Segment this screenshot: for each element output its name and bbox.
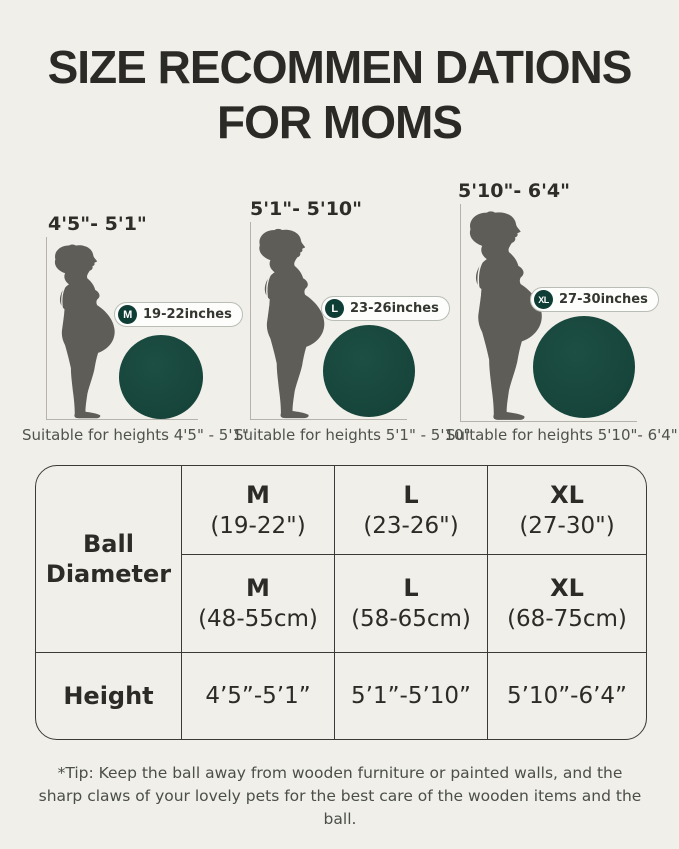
table-header-height: Height	[36, 653, 182, 739]
table-cell-m-cm: M (48-55cm)	[182, 555, 335, 653]
pregnant-woman-silhouette	[258, 228, 325, 419]
table-cell-height-l: 5’1”-5’10”	[335, 653, 488, 739]
height-range-label: 4'5"- 5'1"	[48, 213, 147, 235]
diameter-range: 19-22inches	[143, 307, 232, 322]
suitable-heights-caption: Suitable for heights 5'10"- 6'4"	[446, 426, 678, 444]
table-cell-height-m: 4’5”-5’1”	[182, 653, 335, 739]
ruler-line	[46, 237, 198, 420]
size-badge-xl: XL 27-30inches	[530, 287, 659, 312]
table-cell-xl-cm: XL (68-75cm)	[488, 555, 646, 653]
pregnant-woman-silhouette	[54, 243, 116, 419]
ruler-line	[250, 222, 407, 420]
table-cell-height-xl: 5’10”-6’4”	[507, 683, 627, 709]
pregnant-woman-silhouette	[469, 210, 543, 421]
page-title-line1: SIZE RECOMMEN DATIONS	[47, 41, 633, 93]
size-letter-icon: L	[325, 299, 344, 318]
exercise-ball-m	[119, 335, 203, 419]
suitable-heights-caption: Suitable for heights 4'5" - 5'1"	[22, 426, 249, 444]
size-badge-m: M 19-22inches	[114, 302, 243, 327]
exercise-ball-l	[323, 325, 415, 417]
diameter-range: 23-26inches	[350, 301, 439, 316]
table-cell-l-inches: L (23-26")	[335, 466, 488, 555]
exercise-ball-xl	[533, 316, 635, 418]
diameter-range: 27-30inches	[559, 292, 648, 307]
table-header-ball-diameter: Ball Diameter	[36, 466, 182, 653]
table-cell-xl-inches: XL (27-30")	[488, 466, 646, 555]
height-range-label: 5'10"- 6'4"	[458, 180, 571, 202]
size-letter-icon: M	[118, 305, 137, 324]
table-cell-m-inches: M (19-22")	[182, 466, 335, 555]
size-letter-icon: XL	[534, 290, 553, 309]
ruler-line	[460, 204, 637, 422]
suitable-heights-caption: Suitable for heights 5'1" - 5'10"	[234, 426, 471, 444]
size-badge-l: L 23-26inches	[321, 296, 450, 321]
table-cell-l-cm: L (58-65cm)	[335, 555, 488, 653]
size-table: Ball Diameter M (19-22") L (23-26") XL (…	[35, 465, 647, 740]
height-range-label: 5'1"- 5'10"	[250, 198, 363, 220]
page-title-line2: FOR MOMS	[217, 96, 463, 148]
page-title: SIZE RECOMMEN DATIONS FOR MOMS	[0, 40, 679, 150]
tip-note: *Tip: Keep the ball away from wooden fur…	[38, 764, 642, 828]
